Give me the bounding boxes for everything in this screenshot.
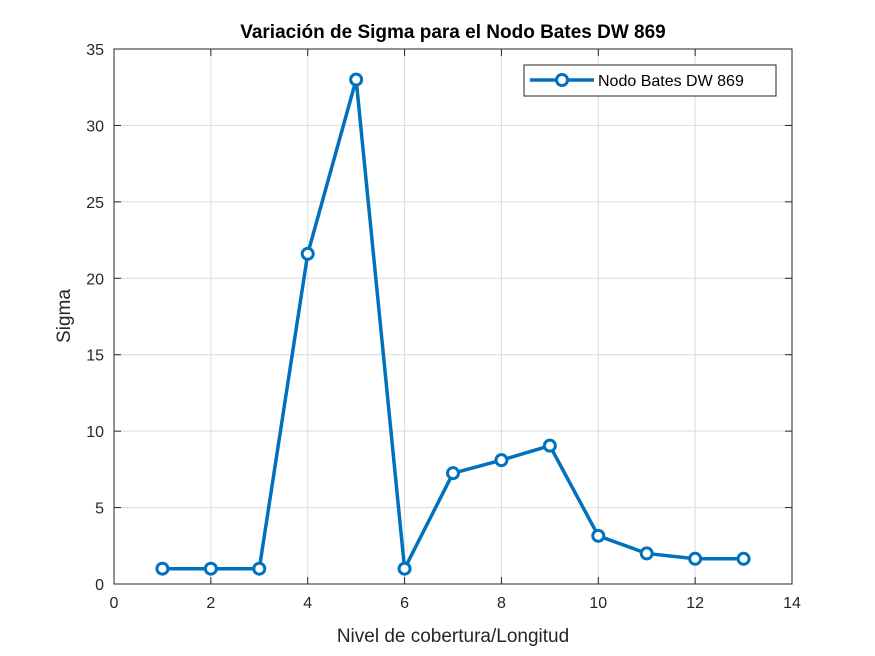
data-point [736, 551, 751, 566]
data-point [542, 438, 557, 453]
data-point [252, 561, 267, 576]
data-point [203, 561, 218, 576]
y-tick-label: 35 [86, 42, 104, 59]
legend-label: Nodo Bates DW 869 [598, 73, 744, 90]
y-tick-label: 30 [86, 118, 104, 135]
legend-marker-sample [555, 73, 569, 87]
data-point [494, 453, 509, 468]
data-point [591, 528, 606, 543]
y-tick-label: 20 [86, 271, 104, 288]
plot-frame [113, 48, 793, 585]
y-axis-label: Sigma [54, 289, 75, 343]
x-axis-label: Nivel de cobertura/Longitud [337, 626, 569, 647]
x-tick-label: 10 [589, 595, 607, 612]
y-tick-label: 15 [86, 348, 104, 365]
data-point [349, 72, 364, 87]
data-point [688, 551, 703, 566]
x-tick-label: 12 [686, 595, 704, 612]
legend: Nodo Bates DW 869 [523, 64, 777, 97]
x-tick-label: 0 [110, 595, 119, 612]
y-tick-label: 5 [95, 501, 104, 518]
x-tick-label: 14 [783, 595, 801, 612]
data-point [300, 246, 315, 261]
data-point [397, 561, 412, 576]
data-point [639, 546, 654, 561]
y-tick-label: 10 [86, 424, 104, 441]
y-tick-label: 25 [86, 195, 104, 212]
x-tick-label: 4 [303, 595, 312, 612]
x-tick-label: 8 [497, 595, 506, 612]
series-layer [155, 72, 751, 576]
chart-title: Variación de Sigma para el Nodo Bates DW… [240, 22, 666, 43]
x-tick-label: 6 [400, 595, 409, 612]
axis-ticks: 0 2 4 6 8 10 12 14 0 5 10 15 20 25 30 35 [86, 42, 801, 612]
data-point [446, 466, 460, 481]
data-point [155, 561, 170, 576]
plot-area [114, 49, 792, 584]
y-tick-label: 0 [95, 577, 104, 594]
x-tick-label: 2 [206, 595, 215, 612]
